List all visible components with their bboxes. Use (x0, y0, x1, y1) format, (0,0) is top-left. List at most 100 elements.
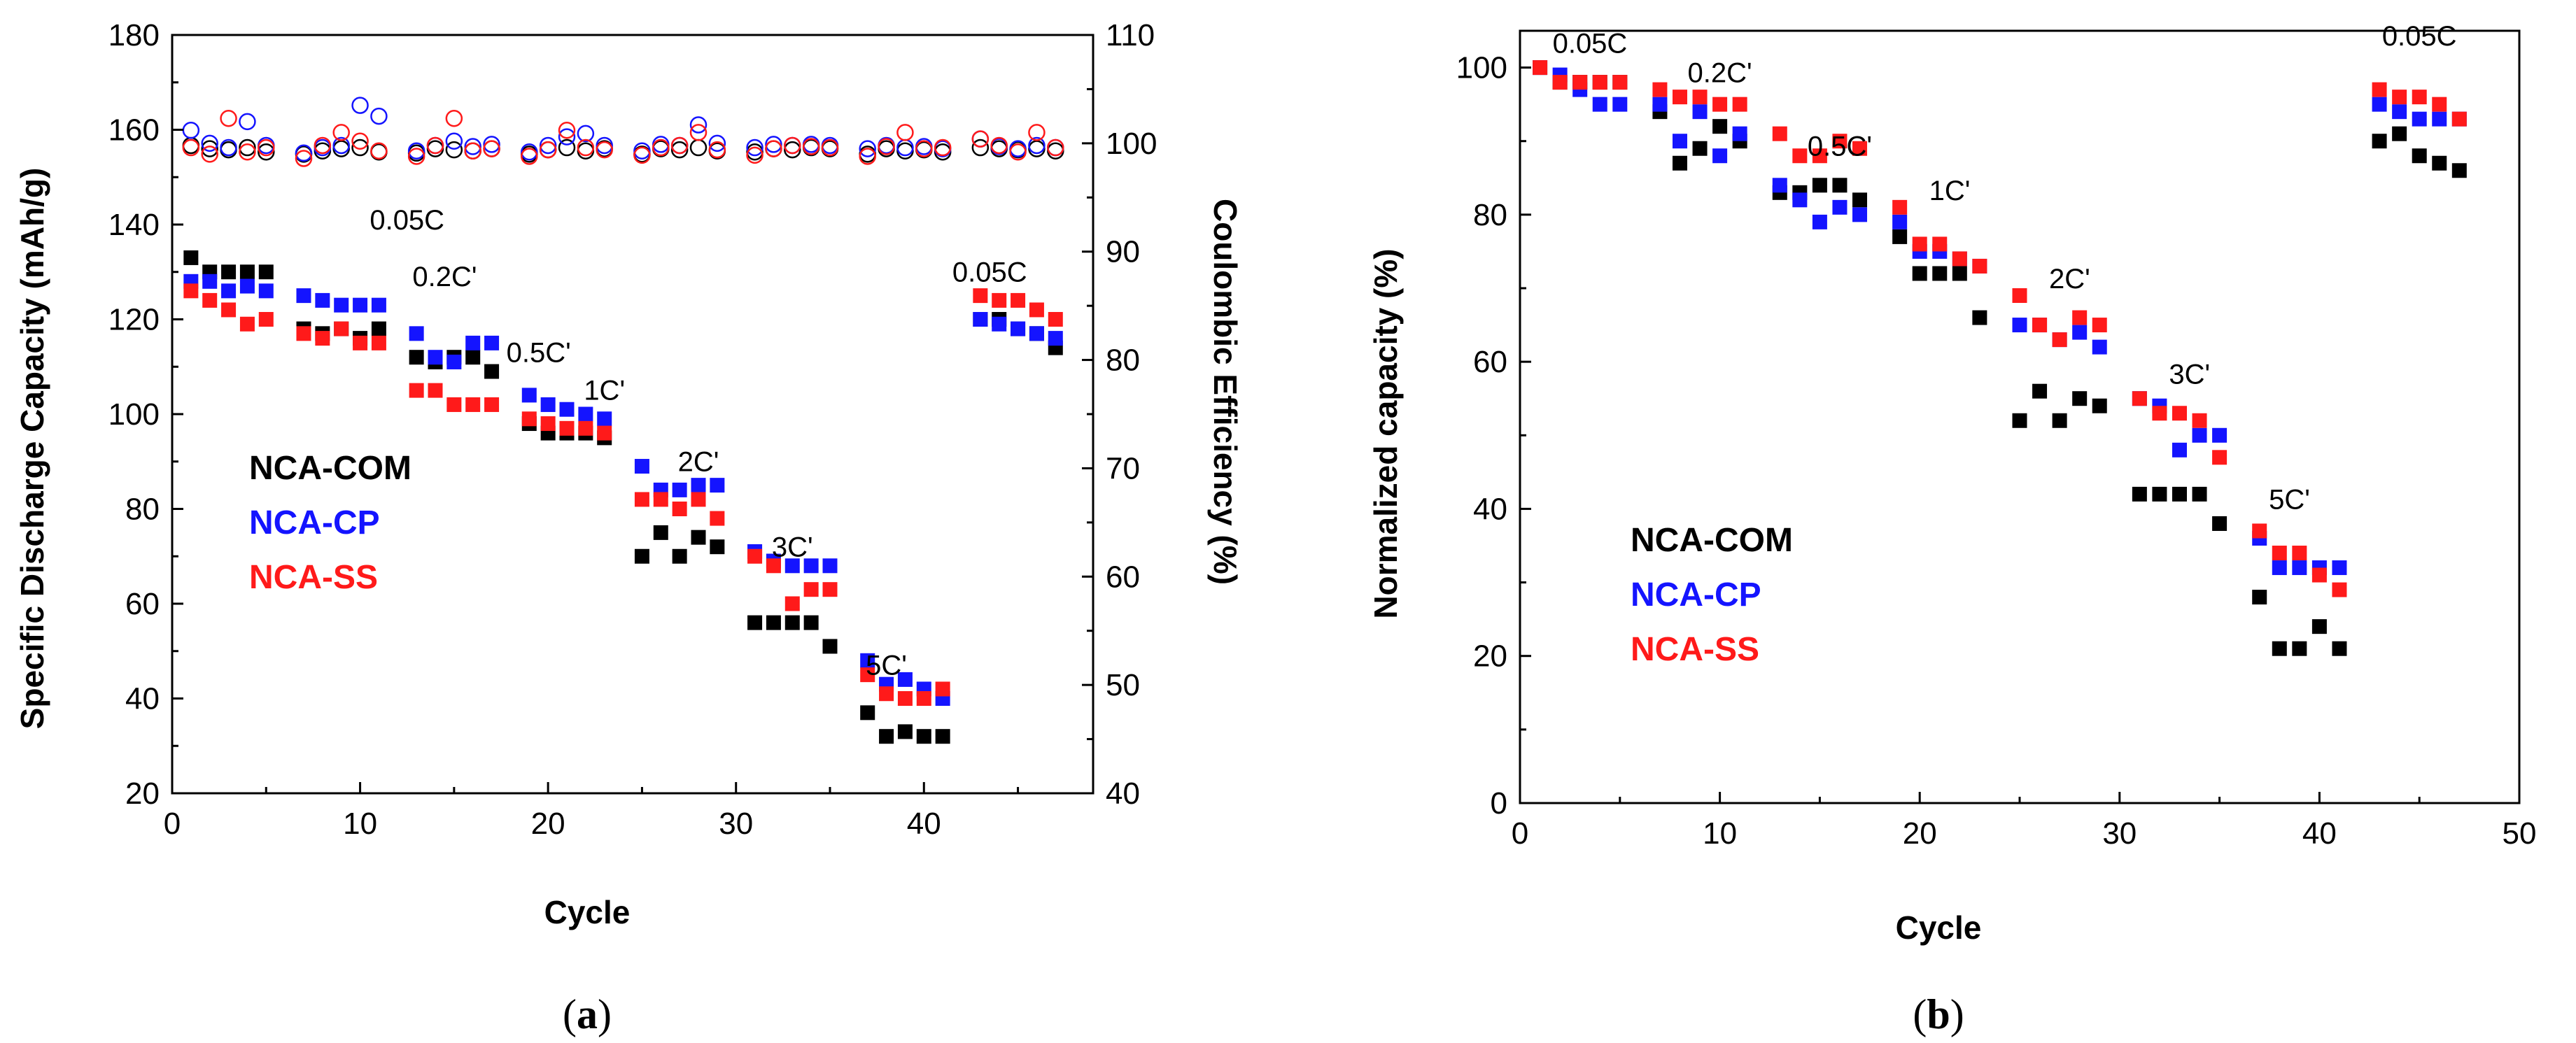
y-tick-label: 160 (108, 113, 160, 148)
capacity-point-nca-ss (1932, 236, 1948, 252)
ce-point-nca-cp (577, 125, 595, 143)
ce-point-nca-ss (314, 136, 332, 155)
legend-entry-nca-ss: NCA-SS (1631, 631, 1759, 668)
capacity-point-nca-ss (1832, 134, 1847, 149)
capacity-point-nca-cp (446, 354, 462, 369)
capacity-point-nca-ss (1572, 75, 1588, 90)
capacity-point-nca-ss (1812, 148, 1827, 164)
capacity-point-nca-com (2272, 641, 2287, 656)
y2-tick-label: 70 (1106, 451, 1140, 485)
capacity-point-nca-cp (2192, 427, 2207, 443)
capacity-point-nca-cp (973, 312, 988, 327)
ce-point-nca-cp (633, 142, 651, 159)
ce-point-nca-ss (295, 150, 313, 167)
capacity-point-nca-ss (521, 411, 537, 427)
capacity-point-nca-cp (992, 316, 1007, 332)
capacity-point-nca-com (465, 350, 481, 365)
capacity-point-nca-cp (1832, 199, 1847, 215)
ce-point-nca-ss (577, 139, 595, 157)
y-tick-label: 100 (1456, 51, 1507, 85)
x-tick-label: 40 (907, 807, 941, 841)
capacity-point-nca-ss (2012, 288, 2027, 304)
capacity-point-nca-cp (2012, 318, 2027, 333)
capacity-point-nca-cp (521, 388, 537, 403)
y-tick-label: 120 (108, 303, 160, 337)
capacity-point-nca-com (409, 350, 424, 365)
capacity-point-nca-cp (1692, 104, 1708, 120)
ce-point-nca-ss (990, 136, 1008, 155)
capacity-point-nca-ss (465, 397, 481, 412)
ce-point-nca-com (426, 140, 444, 157)
ce-point-nca-ss (351, 132, 369, 150)
capacity-point-nca-com (2072, 391, 2088, 406)
ce-point-nca-ss (464, 142, 481, 159)
ce-point-nca-ss (558, 122, 576, 139)
capacity-point-nca-com (935, 729, 950, 744)
capacity-point-nca-cp (2432, 111, 2447, 127)
capacity-point-nca-ss (822, 582, 838, 597)
capacity-point-nca-cp (1029, 326, 1044, 341)
capacity-point-nca-ss (2292, 546, 2307, 561)
y-tick-label: 40 (1473, 492, 1507, 526)
ce-point-nca-com (689, 139, 708, 157)
capacity-point-nca-cp (578, 406, 593, 422)
ce-point-nca-com (577, 142, 595, 159)
capacity-point-nca-ss (2412, 90, 2427, 105)
capacity-point-nca-cp (897, 672, 913, 687)
x-tick-label: 20 (1903, 816, 1937, 851)
capacity-point-nca-ss (879, 686, 894, 702)
capacity-point-nca-ss (315, 331, 330, 346)
capacity-point-nca-ss (2072, 310, 2088, 325)
x-tick-label: 0 (1512, 816, 1528, 851)
capacity-point-nca-com (691, 530, 706, 545)
capacity-point-nca-ss (2172, 406, 2187, 421)
capacity-point-nca-cp (803, 558, 819, 574)
rate-label: 3C' (772, 532, 813, 562)
capacity-point-nca-ss (409, 383, 424, 398)
capacity-point-nca-ss (2372, 82, 2387, 97)
capacity-point-nca-ss (1011, 292, 1026, 308)
ce-point-nca-ss (915, 140, 933, 157)
chart-b-legend: NCA-COM NCA-CP NCA-SS (1631, 522, 1793, 668)
y2-tick-label: 80 (1106, 343, 1140, 378)
ce-point-nca-cp (689, 116, 708, 134)
ce-point-nca-ss (201, 146, 218, 163)
ce-point-nca-com (332, 140, 350, 157)
ce-point-nca-ss (746, 146, 763, 164)
ce-point-nca-cp (239, 113, 256, 131)
chart-a-caption: (a) (563, 991, 612, 1037)
y2-tick-label: 90 (1106, 235, 1140, 269)
capacity-point-nca-ss (258, 312, 274, 327)
ce-point-nca-ss (633, 146, 651, 164)
y-tick-label: 20 (1473, 639, 1507, 674)
ce-point-nca-com (239, 139, 256, 157)
capacity-point-nca-ss (2152, 406, 2167, 421)
capacity-point-nca-ss (1792, 148, 1808, 164)
x-tick-label: 50 (2503, 816, 2537, 851)
capacity-point-nca-ss (916, 691, 931, 706)
capacity-point-nca-ss (2212, 450, 2227, 465)
capacity-point-nca-ss (1712, 97, 1728, 112)
ce-point-nca-ss (859, 148, 876, 165)
y-tick-label: 0 (1491, 786, 1507, 821)
rate-label: 1C' (584, 376, 625, 406)
capacity-point-nca-cp (822, 558, 838, 574)
capacity-point-nca-ss (672, 502, 687, 516)
capacity-point-nca-ss (860, 667, 875, 683)
capacity-point-nca-ss (992, 292, 1007, 308)
capacity-point-nca-cp (484, 335, 500, 350)
ce-point-nca-ss (821, 139, 839, 157)
y2-tick-label: 100 (1106, 127, 1157, 161)
capacity-point-nca-com (2192, 486, 2207, 502)
capacity-point-nca-ss (1592, 75, 1607, 90)
rate-label: 0.2C' (412, 262, 477, 292)
capacity-point-nca-cp (202, 274, 218, 289)
capacity-point-nca-ss (747, 548, 763, 564)
ce-point-nca-ss (765, 140, 782, 157)
chart-a-ticks: 0 10 20 30 40 20 40 60 80 100 120 140 160 180 40 50 60 70… (108, 18, 1157, 841)
capacity-point-nca-com (1712, 119, 1728, 134)
rate-label: 3C' (2169, 360, 2210, 390)
capacity-point-nca-ss (691, 492, 706, 507)
capacity-point-nca-cp (2292, 560, 2307, 576)
capacity-point-nca-ss (183, 283, 199, 299)
